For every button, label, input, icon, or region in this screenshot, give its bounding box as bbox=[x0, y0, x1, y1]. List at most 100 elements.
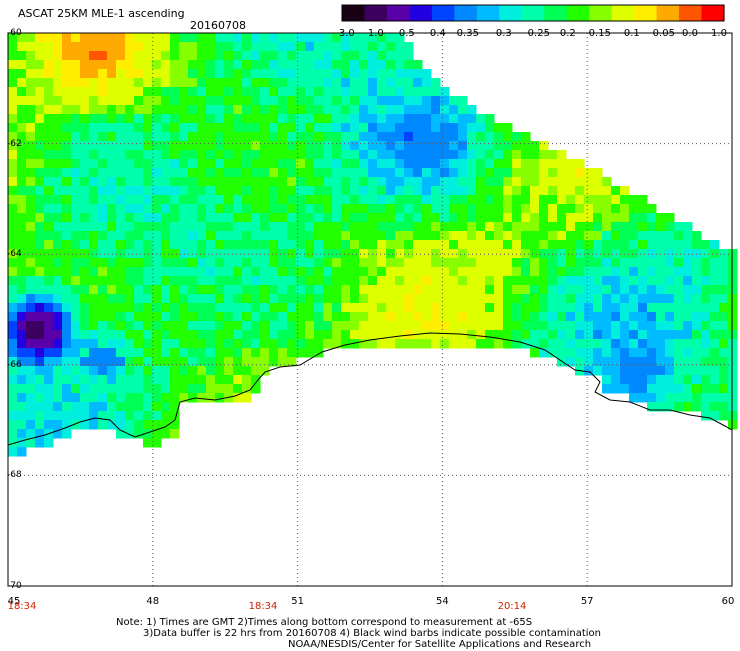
data-cell bbox=[332, 123, 342, 133]
data-cell bbox=[197, 384, 207, 394]
data-cell bbox=[251, 357, 261, 367]
data-cell bbox=[179, 312, 189, 322]
data-cell bbox=[134, 213, 144, 223]
data-cell bbox=[458, 105, 468, 115]
data-cell bbox=[287, 177, 297, 187]
data-cell bbox=[179, 294, 189, 304]
data-cell bbox=[548, 195, 558, 205]
data-cell bbox=[116, 357, 126, 367]
data-cell bbox=[152, 204, 162, 214]
data-cell bbox=[350, 195, 360, 205]
data-cell bbox=[314, 303, 324, 313]
data-cell bbox=[206, 123, 216, 133]
data-cell bbox=[188, 312, 198, 322]
data-cell bbox=[593, 186, 603, 196]
data-cell bbox=[260, 222, 270, 232]
data-cell bbox=[62, 249, 72, 259]
data-cell bbox=[638, 393, 648, 403]
data-cell bbox=[89, 294, 99, 304]
data-cell bbox=[503, 195, 513, 205]
data-cell bbox=[512, 321, 522, 331]
data-cell bbox=[215, 87, 225, 97]
data-cell bbox=[125, 312, 135, 322]
data-cell bbox=[134, 402, 144, 412]
data-cell bbox=[125, 375, 135, 385]
data-cell bbox=[197, 276, 207, 286]
data-cell bbox=[44, 357, 54, 367]
data-cell bbox=[341, 186, 351, 196]
data-cell bbox=[233, 339, 243, 349]
lat-label: -60 bbox=[7, 28, 22, 38]
data-cell bbox=[350, 303, 360, 313]
data-cell bbox=[17, 420, 27, 430]
data-cell bbox=[17, 150, 27, 160]
data-cell bbox=[107, 222, 117, 232]
data-cell bbox=[566, 267, 576, 277]
data-cell bbox=[287, 78, 297, 88]
data-cell bbox=[314, 321, 324, 331]
data-cell bbox=[422, 294, 432, 304]
data-cell bbox=[332, 240, 342, 250]
data-cell bbox=[350, 150, 360, 160]
data-cell bbox=[179, 393, 189, 403]
data-cell bbox=[107, 114, 117, 124]
data-cell bbox=[449, 123, 459, 133]
data-cell bbox=[161, 294, 171, 304]
data-cell bbox=[143, 177, 153, 187]
data-cell bbox=[260, 87, 270, 97]
data-cell bbox=[512, 240, 522, 250]
data-cell bbox=[395, 249, 405, 259]
data-cell bbox=[161, 429, 171, 439]
data-cell bbox=[152, 222, 162, 232]
data-cell bbox=[683, 303, 693, 313]
data-cell bbox=[116, 141, 126, 151]
data-cell bbox=[8, 150, 18, 160]
data-cell bbox=[269, 294, 279, 304]
data-cell bbox=[242, 150, 252, 160]
data-cell bbox=[26, 339, 36, 349]
data-cell bbox=[260, 231, 270, 241]
data-cell bbox=[323, 330, 333, 340]
data-cell bbox=[278, 33, 288, 43]
data-cell bbox=[26, 96, 36, 106]
data-cell bbox=[98, 303, 108, 313]
data-cell bbox=[557, 258, 567, 268]
data-cell bbox=[107, 78, 117, 88]
data-cell bbox=[431, 321, 441, 331]
data-cell bbox=[53, 267, 63, 277]
data-cell bbox=[413, 150, 423, 160]
data-cell bbox=[242, 240, 252, 250]
colorbar-tick-label: -0.2 bbox=[556, 28, 576, 39]
data-cell bbox=[404, 159, 414, 169]
data-cell bbox=[44, 195, 54, 205]
data-cell bbox=[242, 51, 252, 61]
data-cell bbox=[233, 267, 243, 277]
data-cell bbox=[17, 366, 27, 376]
data-cell bbox=[134, 132, 144, 142]
data-cell bbox=[350, 105, 360, 115]
data-cell bbox=[269, 303, 279, 313]
data-cell bbox=[458, 159, 468, 169]
data-cell bbox=[584, 231, 594, 241]
data-cell bbox=[17, 159, 27, 169]
data-cell bbox=[377, 114, 387, 124]
data-cell bbox=[35, 420, 45, 430]
data-cell bbox=[188, 222, 198, 232]
data-cell bbox=[242, 384, 252, 394]
data-cell bbox=[683, 402, 693, 412]
data-cell bbox=[575, 222, 585, 232]
data-cell bbox=[251, 33, 261, 43]
data-cell bbox=[656, 222, 666, 232]
data-cell bbox=[116, 123, 126, 133]
data-cell bbox=[80, 276, 90, 286]
data-cell bbox=[305, 114, 315, 124]
data-cell bbox=[548, 348, 558, 358]
data-cell bbox=[665, 348, 675, 358]
data-cell bbox=[557, 348, 567, 358]
data-cell bbox=[287, 348, 297, 358]
data-cell bbox=[125, 393, 135, 403]
data-cell bbox=[35, 159, 45, 169]
data-cell bbox=[62, 285, 72, 295]
data-cell bbox=[476, 177, 486, 187]
data-cell bbox=[8, 393, 18, 403]
